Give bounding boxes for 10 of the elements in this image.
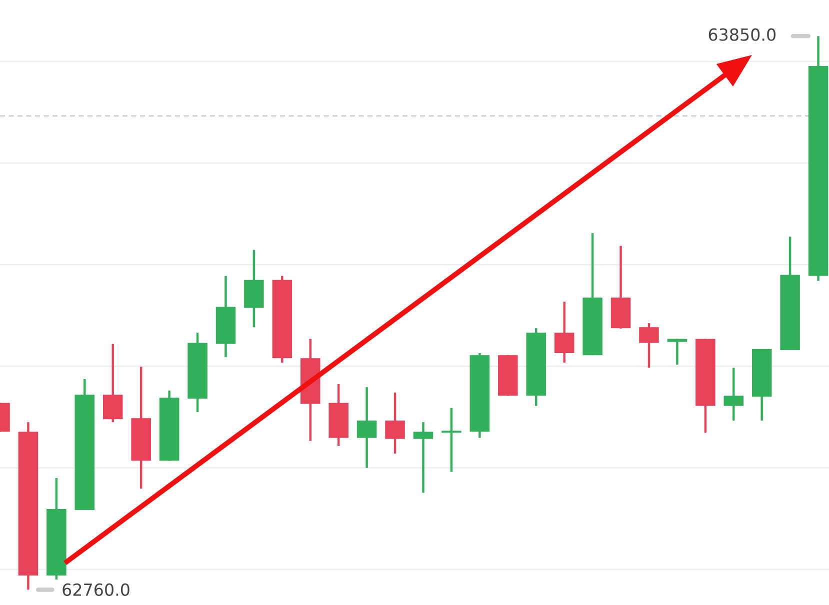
candlestick (724, 366, 744, 422)
candlestick (554, 300, 574, 364)
candlestick (667, 338, 688, 366)
annotation: 62760.0 (62, 583, 130, 596)
candlestick (385, 392, 405, 455)
annotation: 63850.0 (708, 28, 776, 41)
candlestick (639, 322, 659, 369)
candlestick (442, 406, 462, 474)
candlestick (413, 421, 434, 494)
candlestick (356, 386, 377, 469)
